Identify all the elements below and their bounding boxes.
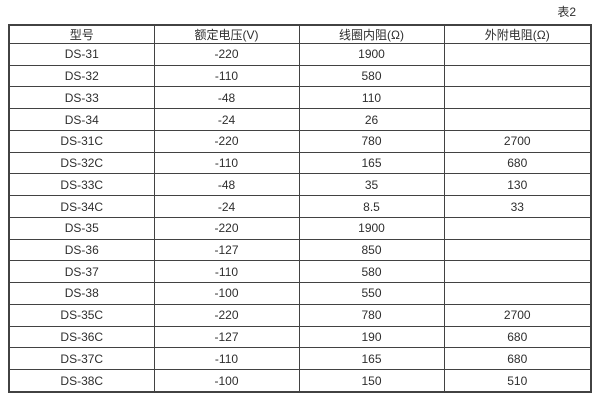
table-cell: DS-35C [8, 303, 155, 327]
table-row: DS-35C -220 780 2700 [8, 303, 592, 327]
table-row: DS-35 -220 1900 [8, 216, 592, 240]
table-cell [443, 64, 592, 88]
table-cell: 780 [298, 303, 445, 327]
table-cell: DS-37 [8, 260, 155, 284]
table-cell: -110 [153, 151, 300, 175]
table-row: DS-33C -48 35 130 [8, 173, 592, 197]
table-row: DS-33 -48 110 [8, 86, 592, 110]
table-cell: -100 [153, 282, 300, 305]
table-cell: DS-35 [8, 216, 155, 240]
table-cell: 190 [298, 325, 445, 349]
table-cell: 780 [298, 129, 445, 153]
table-cell: -48 [153, 86, 300, 110]
table-cell: 2700 [443, 303, 592, 327]
table-cell: 35 [298, 173, 445, 197]
table-cell: DS-38 [8, 282, 155, 305]
table-row: DS-37C -110 165 680 [8, 347, 592, 371]
table-cell [443, 238, 592, 262]
table-cell: -100 [153, 369, 300, 393]
table-cell: 1900 [298, 43, 445, 66]
table-cell: DS-38C [8, 369, 155, 393]
table-cell [443, 43, 592, 66]
table-row: DS-37 -110 580 [8, 260, 592, 284]
table-cell: 510 [443, 369, 592, 393]
table-row: DS-36C -127 190 680 [8, 325, 592, 349]
table-cell: -220 [153, 129, 300, 153]
table-cell: DS-36 [8, 238, 155, 262]
table-header: 型号 额定电压(V) 线圈内阻(Ω) 外附电阻(Ω) [8, 24, 592, 44]
table-row: DS-32 -110 580 [8, 64, 592, 88]
table-cell [443, 108, 592, 131]
table-row: DS-32C -110 165 680 [8, 151, 592, 175]
table-row: DS-31 -220 1900 [8, 43, 592, 66]
table-cell: DS-33C [8, 173, 155, 197]
table-cell: DS-34C [8, 195, 155, 218]
table-cell: 33 [443, 195, 592, 218]
table-cell: -110 [153, 347, 300, 371]
table-cell [443, 260, 592, 284]
table-cell: DS-32C [8, 151, 155, 175]
table-cell: DS-37C [8, 347, 155, 371]
table-cell: -127 [153, 325, 300, 349]
table-row: DS-38C -100 150 510 [8, 369, 592, 393]
table-row: DS-34 -24 26 [8, 108, 592, 131]
table-cell: 8.5 [298, 195, 445, 218]
table-cell: 680 [443, 325, 592, 349]
table-cell: -220 [153, 303, 300, 327]
table-row: DS-38 -100 550 [8, 282, 592, 305]
table-cell: DS-36C [8, 325, 155, 349]
table-cell: DS-33 [8, 86, 155, 110]
header-row: 型号 额定电压(V) 线圈内阻(Ω) 外附电阻(Ω) [8, 24, 592, 44]
table-cell: DS-32 [8, 64, 155, 88]
table-cell: -24 [153, 108, 300, 131]
table-body: DS-31 -220 1900 DS-32 -110 580 DS-33 -48 110 DS-3… [8, 43, 592, 393]
spec-table: 型号 额定电压(V) 线圈内阻(Ω) 外附电阻(Ω) DS-31 -220 1900… [8, 24, 592, 393]
table-cell: DS-31C [8, 129, 155, 153]
table-cell [443, 282, 592, 305]
table-cell: -24 [153, 195, 300, 218]
table-cell: -220 [153, 216, 300, 240]
table-cell: 2700 [443, 129, 592, 153]
col-header-model: 型号 [8, 24, 155, 44]
table-cell: 165 [298, 347, 445, 371]
table-cell: 1900 [298, 216, 445, 240]
table-cell: -110 [153, 64, 300, 88]
table-cell: 580 [298, 260, 445, 284]
table-cell: 165 [298, 151, 445, 175]
table-cell: DS-34 [8, 108, 155, 131]
table-row: DS-34C -24 8.5 33 [8, 195, 592, 218]
table-caption: 表2 [557, 5, 576, 19]
table-cell [443, 86, 592, 110]
table-cell: 680 [443, 347, 592, 371]
table-cell: DS-31 [8, 43, 155, 66]
table-cell: 580 [298, 64, 445, 88]
table-row: DS-31C -220 780 2700 [8, 129, 592, 153]
table-cell: 26 [298, 108, 445, 131]
table-cell: 110 [298, 86, 445, 110]
table-cell: 550 [298, 282, 445, 305]
table-cell: 680 [443, 151, 592, 175]
col-header-coil-resistance: 线圈内阻(Ω) [298, 24, 445, 44]
table-cell: 130 [443, 173, 592, 197]
table-cell: -110 [153, 260, 300, 284]
table-cell: -127 [153, 238, 300, 262]
table-cell: -220 [153, 43, 300, 66]
table-cell: 850 [298, 238, 445, 262]
table-cell: 150 [298, 369, 445, 393]
table-cell [443, 216, 592, 240]
col-header-ext-resistance: 外附电阻(Ω) [443, 24, 592, 44]
table-row: DS-36 -127 850 [8, 238, 592, 262]
col-header-rated-voltage: 额定电压(V) [153, 24, 300, 44]
table-cell: -48 [153, 173, 300, 197]
